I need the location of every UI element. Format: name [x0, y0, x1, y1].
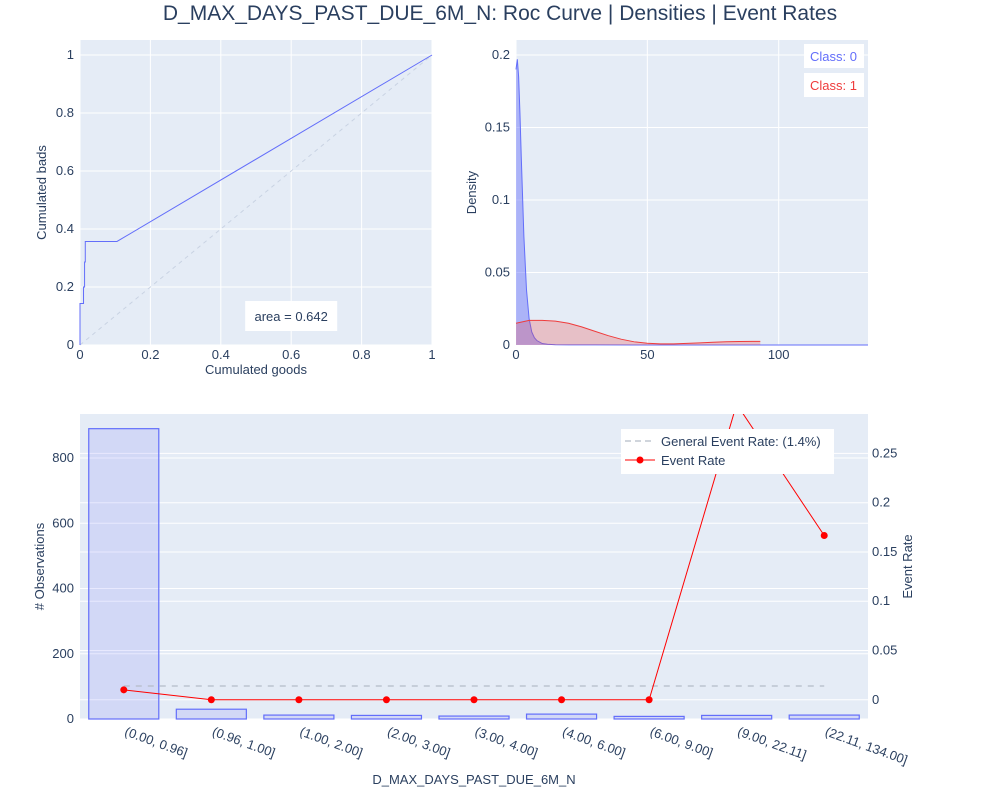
x-axis-title: Cumulated goods	[205, 362, 307, 377]
density-panel: 0 50 100 0 0.05 0.1 0.15 0.2 Class: 0 Class: 1 Den…	[464, 40, 868, 362]
event-rate-point	[382, 696, 390, 704]
y2-tick-label: 0.2	[872, 495, 890, 510]
density-line-class-0	[515, 59, 868, 346]
event-rate-point	[645, 696, 653, 704]
density-area-class-1	[516, 320, 761, 345]
observation-bar	[613, 715, 685, 720]
y-tick-label: 600	[52, 515, 74, 530]
category-label: (0.96, 1.00]	[210, 724, 277, 761]
legend-event-rate-marker	[636, 456, 644, 464]
category-label: (9.00, 22.11]	[736, 724, 809, 763]
y2-tick-label: 0.25	[872, 445, 897, 460]
category-label: (3.00, 4.00]	[473, 724, 540, 761]
event-rate-point	[470, 696, 478, 704]
observation-bar	[350, 714, 423, 720]
y2-tick-label: 0.15	[872, 544, 897, 559]
observation-bar	[701, 714, 773, 720]
category-label: (0.00, 0.96]	[123, 724, 190, 761]
chart-title: D_MAX_DAYS_PAST_DUE_6M_N: Roc Curve | De…	[163, 2, 837, 25]
observation-bar	[175, 708, 247, 720]
y-axis-title: # Observations	[32, 522, 47, 610]
x-tick-label: 0	[512, 347, 519, 362]
x-tick-label: 0.6	[282, 347, 300, 362]
x-tick-label: 50	[640, 347, 654, 362]
event-rate-point	[207, 696, 215, 704]
legend-label-class-0: Class: 0	[810, 49, 857, 64]
y2-tick-label: 0	[872, 692, 879, 707]
observation-bar	[525, 713, 598, 720]
x-tick-label: 0.4	[212, 347, 230, 362]
x-tick-label: 0.8	[353, 347, 371, 362]
category-label: (6.00, 9.00]	[648, 724, 715, 761]
observation-bar	[88, 428, 160, 720]
observation-bar	[263, 714, 335, 720]
y-tick-label: 0.15	[485, 120, 510, 135]
y-tick-label: 0.2	[56, 279, 74, 294]
density-line-class-1	[515, 319, 761, 345]
y-tick-label: 0.8	[56, 105, 74, 120]
y-tick-label: 800	[52, 450, 74, 465]
legend-event-rate-label: Event Rate	[661, 453, 725, 468]
observation-bar	[788, 714, 860, 720]
y-tick-label: 0.2	[492, 47, 510, 62]
y-axis-title: Density	[464, 170, 479, 214]
x-tick-label: 1	[428, 347, 435, 362]
area-annotation-box	[245, 301, 338, 331]
legend-general-rate-label: General Event Rate: (1.4%)	[661, 434, 821, 449]
category-label: (22.11, 134.00]	[823, 724, 909, 768]
event-rate-point	[295, 696, 303, 704]
event-rate-panel: 0 200 400 600 800 0 0.05 0.1 0.15 0.2 0.25 (0.00, 0…	[32, 414, 915, 787]
plot-background	[80, 40, 432, 345]
event-rate-point	[120, 686, 128, 694]
x-tick-label: 0	[76, 347, 83, 362]
y-tick-label: 1	[67, 47, 74, 62]
category-label: (1.00, 2.00]	[298, 724, 365, 761]
y2-tick-label: 0.05	[872, 643, 897, 658]
x-axis-title: D_MAX_DAYS_PAST_DUE_6M_N	[372, 772, 575, 787]
y-tick-label: 0.1	[492, 192, 510, 207]
y-tick-label: 0.6	[56, 163, 74, 178]
legend-label-class-1: Class: 1	[810, 78, 857, 93]
y-axis-title: Cumulated bads	[34, 145, 49, 240]
area-annotation: area = 0.642	[255, 309, 328, 324]
roc-curve-panel: 0 0.2 0.4 0.6 0.8 1 0 0.2 0.4 0.6 0.8 1 area = 0.642…	[34, 40, 436, 377]
legend-entry-box	[804, 73, 864, 97]
legend-box	[621, 429, 834, 474]
y-tick-label: 200	[52, 646, 74, 661]
x-tick-label: 0.2	[141, 347, 159, 362]
category-label: (4.00, 6.00]	[561, 724, 628, 761]
event-rate-point	[820, 532, 828, 540]
y-tick-label: 0	[67, 711, 74, 726]
y-tick-label: 0.05	[485, 265, 510, 280]
y2-tick-label: 0.1	[872, 593, 890, 608]
y-tick-label: 0.4	[56, 221, 74, 236]
roc-curve-line	[79, 54, 433, 345]
event-rate-point	[558, 696, 566, 704]
y-tick-label: 0	[503, 337, 510, 352]
y-tick-label: 400	[52, 581, 74, 596]
x-tick-label: 100	[768, 347, 790, 362]
y-tick-label: 0	[67, 337, 74, 352]
y2-axis-title: Event Rate	[900, 534, 915, 598]
category-label: (2.00, 3.00]	[385, 724, 452, 761]
observation-bar	[438, 715, 510, 720]
legend-entry-box	[804, 44, 864, 68]
